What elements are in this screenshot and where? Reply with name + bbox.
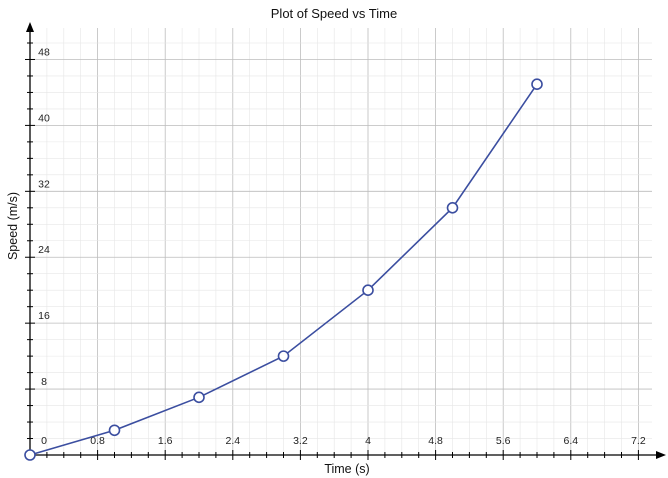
data-point [531, 78, 543, 90]
y-axis-arrow [26, 22, 34, 32]
x-tick-label: 2.4 [225, 435, 240, 447]
data-point [193, 391, 205, 404]
x-tick-label: 4 [365, 435, 371, 447]
grid [30, 28, 652, 455]
y-axis-label: Speed (m/s) [6, 192, 20, 260]
data-point [108, 424, 121, 437]
x-tick-label: 0.8 [90, 435, 105, 447]
y-tick-label: 16 [38, 310, 50, 322]
data-point [362, 284, 374, 297]
data-point [277, 350, 290, 362]
series [24, 78, 543, 461]
x-tick-label: 6.4 [563, 435, 578, 447]
x-axis-label: Time (s) [324, 462, 369, 476]
y-tick-label: 24 [38, 244, 50, 256]
data-point [24, 449, 36, 461]
x-axis-arrow [656, 451, 666, 459]
data-point [446, 202, 459, 214]
axes [26, 22, 666, 459]
x-tick-label: 4.8 [428, 435, 443, 447]
y-tick-label: 32 [38, 178, 50, 190]
origin-label: 0 [41, 435, 47, 447]
x-tick-label: 1.6 [158, 435, 173, 447]
y-tick-label: 40 [38, 112, 50, 124]
ticks: 0.8 1.6 2.4 3.2 4 4.8 5.6 6.4 7.2 8 16 24 32 40 48 [25, 42, 646, 460]
chart-title: Plot of Speed vs Time [271, 6, 397, 21]
x-tick-label: 5.6 [496, 435, 511, 447]
x-tick-label: 3.2 [293, 435, 308, 447]
x-tick-label: 7.2 [631, 435, 646, 447]
y-tick-label: 48 [38, 46, 50, 58]
y-tick-label: 8 [41, 376, 47, 388]
